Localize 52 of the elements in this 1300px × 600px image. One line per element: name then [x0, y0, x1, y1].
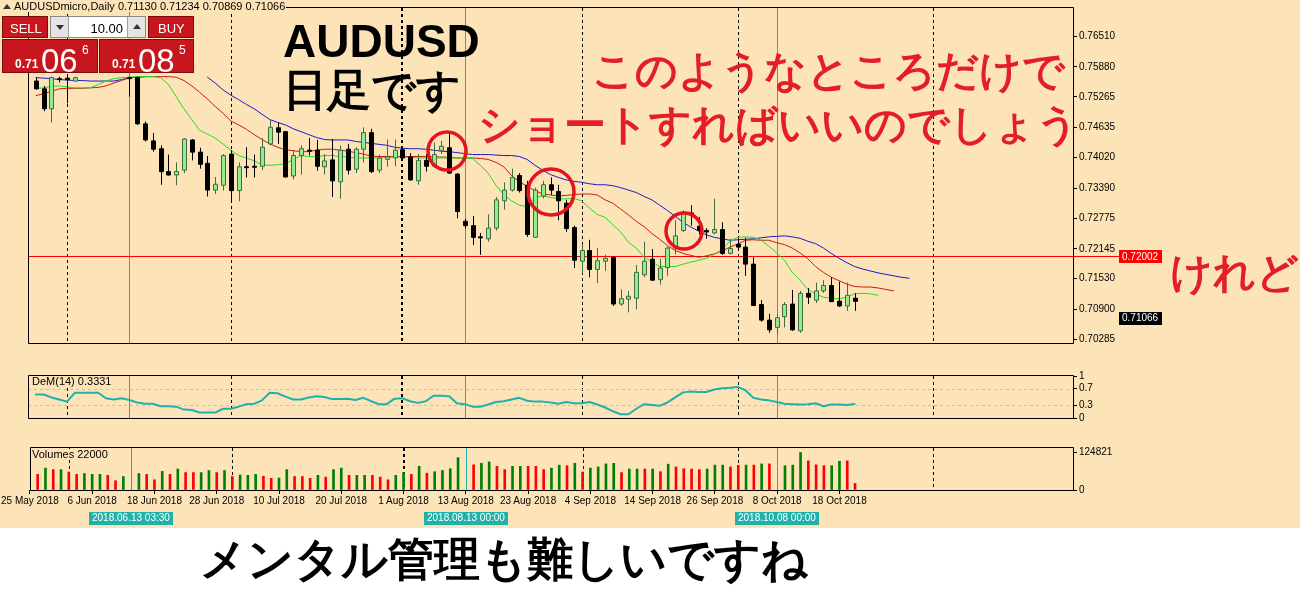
y-tick-label: 0.70285	[1079, 333, 1116, 345]
x-tick-label: 14 Sep 2018	[624, 494, 682, 506]
x-tick-label: 20 Jul 2018	[315, 494, 368, 506]
lot-size-field: 10.00	[50, 16, 146, 38]
y-tick-label: 0.74020	[1079, 151, 1116, 163]
y-tick-label: 0.73390	[1079, 181, 1116, 193]
text: 2018.06.13 03:30	[92, 512, 171, 524]
y-tick-label: 0.75265	[1079, 90, 1116, 102]
annotation: 0.71	[112, 57, 136, 71]
annotation: 日足です	[283, 65, 461, 114]
y-tick-label: 0.76510	[1079, 29, 1116, 41]
text: メンタル管理も難しいですね	[200, 533, 808, 585]
y-tick-label: 0.72145	[1079, 242, 1116, 254]
x-tick-label: 6 Jun 2018	[67, 494, 118, 506]
x-tick-label: 13 Aug 2018	[437, 494, 495, 506]
x-tick-label: 18 Jun 2018	[126, 494, 183, 506]
y-tick-label: 0.7	[1079, 382, 1094, 394]
y-tick-label: 0.72775	[1079, 211, 1116, 223]
y-tick-label: 0.3	[1079, 399, 1094, 411]
x-tick-label: 28 Jun 2018	[189, 494, 245, 506]
text: 0.71066	[1122, 312, 1159, 324]
annotation: 6	[82, 43, 89, 57]
y-tick-label: 1	[1079, 369, 1085, 381]
y-tick-label: 0.71530	[1079, 272, 1116, 284]
annotation: 10.00	[90, 21, 123, 36]
annotation: 5	[179, 43, 186, 57]
y-tick-label: 0	[1079, 483, 1085, 495]
chart-title: Volumes 22000	[31, 448, 109, 460]
x-tick-label: 26 Sep 2018	[686, 494, 744, 506]
sell-button: SELL	[2, 16, 48, 38]
buy-button: BUY	[148, 16, 194, 38]
chart-title: AUDUSDmicro,Daily 0.71130 0.71234 0.70869 0.71066	[13, 0, 287, 12]
annotation: BUY	[158, 21, 185, 36]
annotation: SELL	[10, 21, 42, 36]
y-tick-label: 0.70900	[1079, 303, 1116, 315]
x-tick-label: 8 Oct 2018	[752, 494, 803, 506]
ref-line-label: 0.72002	[1122, 251, 1159, 263]
y-tick-label: 0.75880	[1079, 60, 1116, 72]
y-tick-label: 124821	[1079, 446, 1113, 458]
x-tick-label: 25 May 2018	[0, 494, 60, 506]
y-tick-label: 0.74635	[1079, 121, 1116, 133]
chart-title: DeM(14) 0.3331	[31, 375, 113, 387]
annotation: 0.71	[15, 57, 39, 71]
x-tick-label: 23 Aug 2018	[500, 494, 557, 506]
text: けれど	[1170, 249, 1299, 296]
x-tick-label: 18 Oct 2018	[812, 494, 868, 506]
x-tick-label: 4 Sep 2018	[564, 494, 617, 506]
y-tick-label: 0	[1079, 411, 1085, 423]
text: 2018.10.08 00:00	[738, 512, 817, 524]
text: 2018.08.13 00:00	[427, 512, 506, 524]
x-tick-label: 10 Jul 2018	[253, 494, 306, 506]
x-tick-label: 1 Aug 2018	[378, 494, 430, 506]
